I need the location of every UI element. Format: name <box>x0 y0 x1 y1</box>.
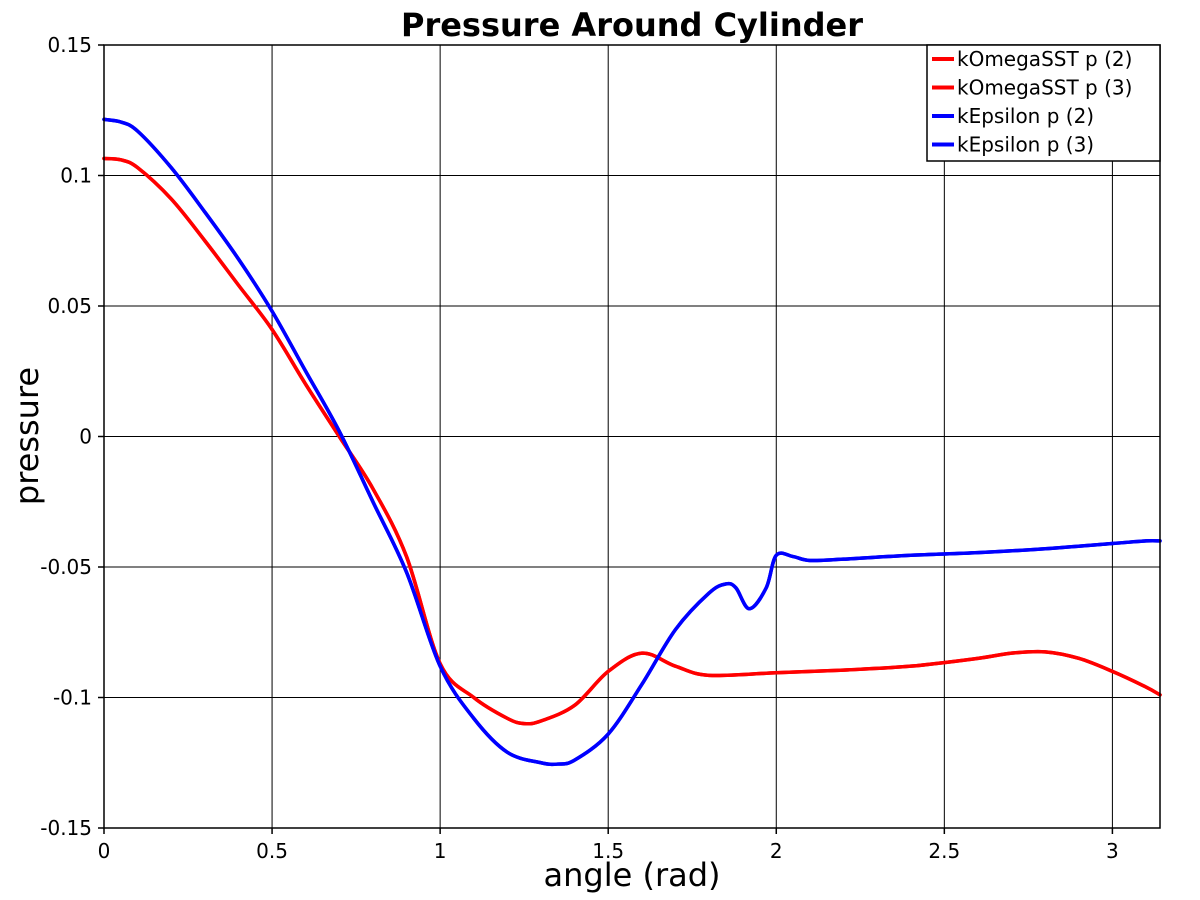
series-lines <box>102 117 1162 767</box>
legend-label: kOmegaSST p (2) <box>957 47 1132 71</box>
series-line-4 <box>102 117 1162 767</box>
x-tick-label: 0.5 <box>256 839 288 863</box>
grid <box>103 44 1160 829</box>
series-line-1 <box>102 156 1162 726</box>
y-tick-label: -0.05 <box>40 555 92 579</box>
legend-label: kEpsilon p (2) <box>957 104 1094 128</box>
y-tick-label: 0.15 <box>47 33 92 57</box>
legend: kOmegaSST p (2) kOmegaSST p (3) kEpsilon p… <box>926 44 1161 162</box>
y-tick-label: 0.1 <box>60 164 92 188</box>
tick-labels: 0 0.5 1 1.5 2 2.5 3 0.15 0.1 0.05 0 -0.05 -0.1 -0.15 <box>40 33 1119 863</box>
legend-box <box>926 44 1161 162</box>
x-tick-label: 0 <box>98 839 111 863</box>
legend-label: kOmegaSST p (3) <box>957 76 1132 100</box>
x-tick-label: 2 <box>770 839 783 863</box>
x-tick-label: 3 <box>1106 839 1119 863</box>
legend-label: kEpsilon p (3) <box>957 133 1094 157</box>
x-axis-title: angle (rad) <box>544 856 721 894</box>
x-tick-label: 1.5 <box>592 839 624 863</box>
y-tick-label: 0.05 <box>47 294 92 318</box>
series-line-3 <box>102 117 1162 767</box>
series-line-2 <box>102 156 1162 726</box>
x-tick-label: 2.5 <box>928 839 960 863</box>
y-tick-label: -0.1 <box>53 686 92 710</box>
x-tick-label: 1 <box>434 839 447 863</box>
y-axis-title: pressure <box>8 367 46 505</box>
y-tick-label: -0.15 <box>40 816 92 840</box>
y-tick-label: 0 <box>79 425 92 449</box>
chart-title: Pressure Around Cylinder <box>401 6 863 44</box>
